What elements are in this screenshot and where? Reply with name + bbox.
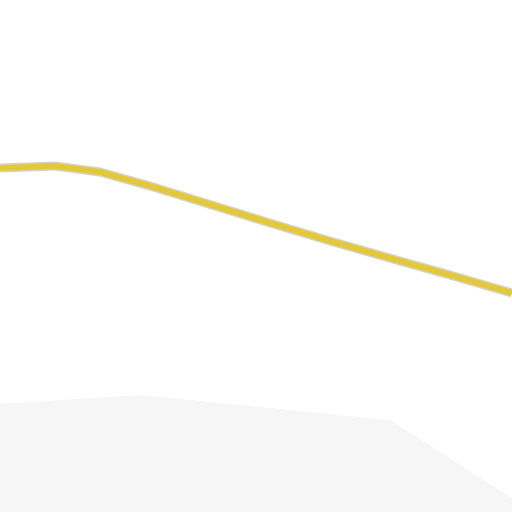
- landuse-area: [0, 395, 512, 512]
- major-road[interactable]: [0, 163, 512, 296]
